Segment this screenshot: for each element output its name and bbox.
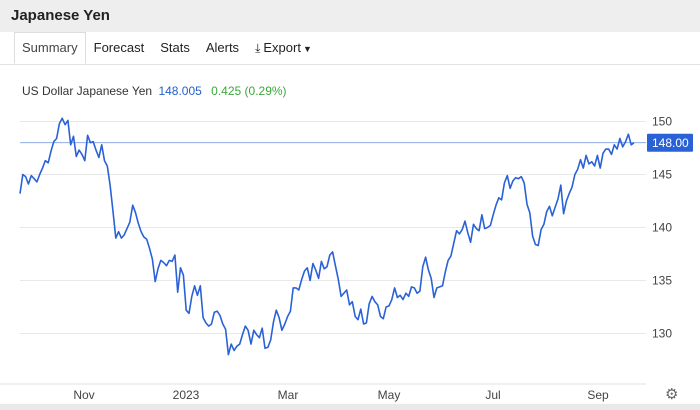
last-value-badge	[647, 133, 693, 152]
settings-gear-icon[interactable]: ⚙	[665, 386, 679, 403]
tab-forecast[interactable]: Forecast	[93, 40, 145, 55]
tab-stats[interactable]: Stats	[160, 40, 190, 55]
tab-export[interactable]: ⤓ Export ▼	[247, 32, 320, 64]
bottom-scrollbar[interactable]	[0, 404, 700, 410]
x-tick-label: Sep	[587, 388, 609, 402]
page-title: Japanese Yen	[11, 7, 110, 24]
y-tick-label: 150	[652, 115, 672, 129]
y-tick-label: 140	[652, 221, 672, 235]
y-tick-label: 145	[652, 168, 672, 182]
x-tick-labels: Nov 2023 Mar May Jul Sep	[73, 388, 609, 402]
y-tick-label: 135	[652, 274, 672, 288]
y-tick-labels: 130 135 140 145 150	[652, 115, 672, 341]
x-tick-label: Mar	[278, 388, 299, 402]
current-price: 148.005	[158, 84, 202, 98]
x-tick-label: Jul	[485, 388, 500, 402]
tab-divider	[0, 64, 700, 65]
caret-down-icon: ▼	[302, 44, 312, 54]
last-value-label: 148.00	[652, 136, 689, 150]
tab-export-label: Export	[263, 40, 301, 55]
instrument-name: US Dollar Japanese Yen	[22, 84, 153, 98]
page-header: Japanese Yen	[0, 0, 700, 32]
x-tick-label: May	[378, 388, 401, 402]
x-tick-label: 2023	[173, 388, 200, 402]
tab-alerts[interactable]: Alerts	[205, 40, 240, 55]
price-change: 0.425 (0.29%)	[211, 84, 287, 98]
x-tick-label: Nov	[73, 388, 94, 402]
series-line	[19, 117, 635, 356]
tab-summary[interactable]: Summary	[14, 32, 86, 64]
tab-bar: Summary Forecast Stats Alerts ⤓ Export ▼	[14, 32, 320, 64]
y-tick-label: 130	[652, 327, 672, 341]
quote-line: US Dollar Japanese Yen 148.005 0.425 (0.…	[22, 84, 287, 98]
download-icon: ⤓	[255, 41, 261, 55]
